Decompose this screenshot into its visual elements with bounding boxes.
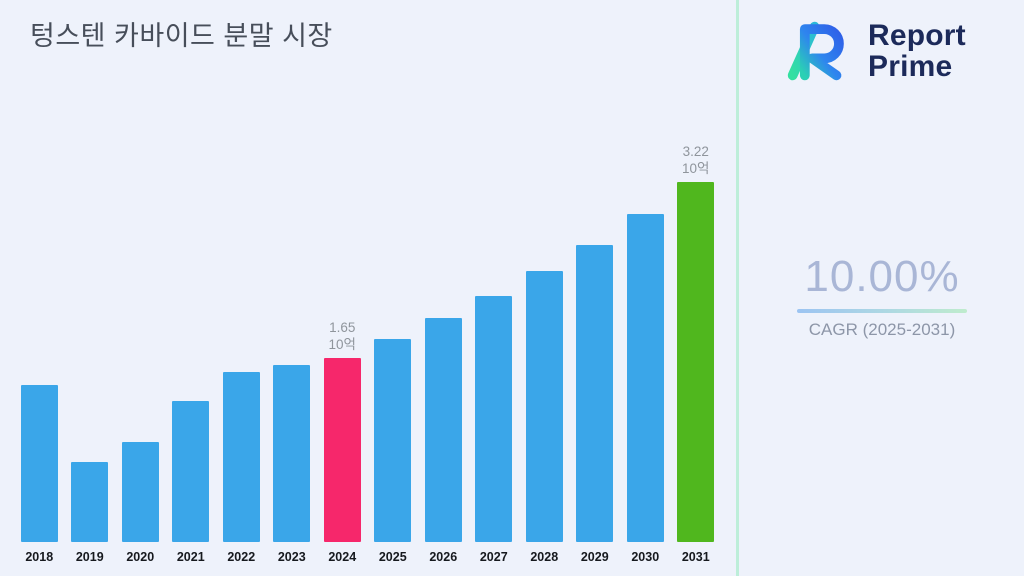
vertical-divider bbox=[736, 0, 739, 576]
bar-2031 bbox=[677, 182, 715, 542]
bar-2020 bbox=[121, 442, 159, 542]
bar-2030 bbox=[626, 214, 664, 542]
cagr-value: 10.00% bbox=[804, 252, 960, 301]
x-axis-label-2020: 2020 bbox=[126, 550, 155, 564]
x-axis-label-2023: 2023 bbox=[277, 550, 306, 564]
cagr-label: CAGR (2025-2031) bbox=[808, 320, 956, 339]
bar-column-2020: 2020 bbox=[115, 442, 166, 564]
bar-column-2027: 2027 bbox=[469, 296, 520, 564]
x-axis-label-2021: 2021 bbox=[176, 550, 205, 564]
x-axis-label-2028: 2028 bbox=[530, 550, 559, 564]
bar-2023 bbox=[273, 365, 311, 542]
bar-column-2021: 2021 bbox=[166, 401, 217, 564]
report-prime-logo-icon bbox=[787, 21, 844, 81]
bar-2029 bbox=[576, 245, 614, 542]
bar-column-2024: 1.65 10억 2024 bbox=[317, 320, 368, 564]
bar-2019 bbox=[71, 462, 109, 542]
cagr-panel: 10.00% CAGR (2025-2031) bbox=[792, 252, 972, 340]
x-axis-label-2027: 2027 bbox=[479, 550, 508, 564]
bar-column-2028: 2028 bbox=[519, 271, 570, 564]
bar-column-2023: 2023 bbox=[267, 365, 318, 564]
bar-2021 bbox=[172, 401, 210, 542]
x-axis-label-2026: 2026 bbox=[429, 550, 458, 564]
bar-2028 bbox=[525, 271, 563, 542]
x-axis-label-2031: 2031 bbox=[681, 550, 710, 564]
bar-value-label-2024: 1.65 10억 bbox=[328, 320, 356, 353]
cagr-underline bbox=[797, 309, 967, 313]
bar-value-label-2031: 3.22 10억 bbox=[682, 144, 710, 177]
x-axis-label-2018: 2018 bbox=[25, 550, 54, 564]
x-axis-label-2030: 2030 bbox=[631, 550, 660, 564]
bar-column-2025: 2025 bbox=[368, 339, 419, 564]
bar-2026 bbox=[424, 318, 462, 542]
bar-column-2022: 2022 bbox=[216, 372, 267, 564]
x-axis-label-2019: 2019 bbox=[75, 550, 104, 564]
bar-2027 bbox=[475, 296, 513, 542]
brand-name-line1: Report bbox=[868, 18, 966, 52]
bar-column-2026: 2026 bbox=[418, 318, 469, 564]
x-axis-label-2022: 2022 bbox=[227, 550, 256, 564]
bar-column-2030: 2030 bbox=[620, 214, 671, 564]
bar-2018 bbox=[20, 385, 58, 542]
bar-chart: 2018 2019 2020 2021 2022 2023 1.65 10억 2024 2025 2… bbox=[14, 144, 721, 564]
bar-2022 bbox=[222, 372, 260, 542]
brand-name-line2: Prime bbox=[868, 50, 953, 83]
brand-logo: Report Prime bbox=[778, 12, 966, 90]
x-axis-label-2029: 2029 bbox=[580, 550, 609, 564]
x-axis-label-2025: 2025 bbox=[378, 550, 407, 564]
page-title: 텅스텐 카바이드 분말 시장 bbox=[30, 21, 333, 51]
bar-2024 bbox=[323, 358, 361, 542]
bar-column-2031: 3.22 10억 2031 bbox=[671, 144, 722, 564]
x-axis-label-2024: 2024 bbox=[328, 550, 357, 564]
bar-column-2029: 2029 bbox=[570, 245, 621, 564]
brand-name: Report Prime bbox=[868, 18, 966, 83]
bar-column-2018: 2018 bbox=[14, 385, 65, 564]
bar-2025 bbox=[374, 339, 412, 542]
bar-column-2019: 2019 bbox=[65, 462, 116, 564]
